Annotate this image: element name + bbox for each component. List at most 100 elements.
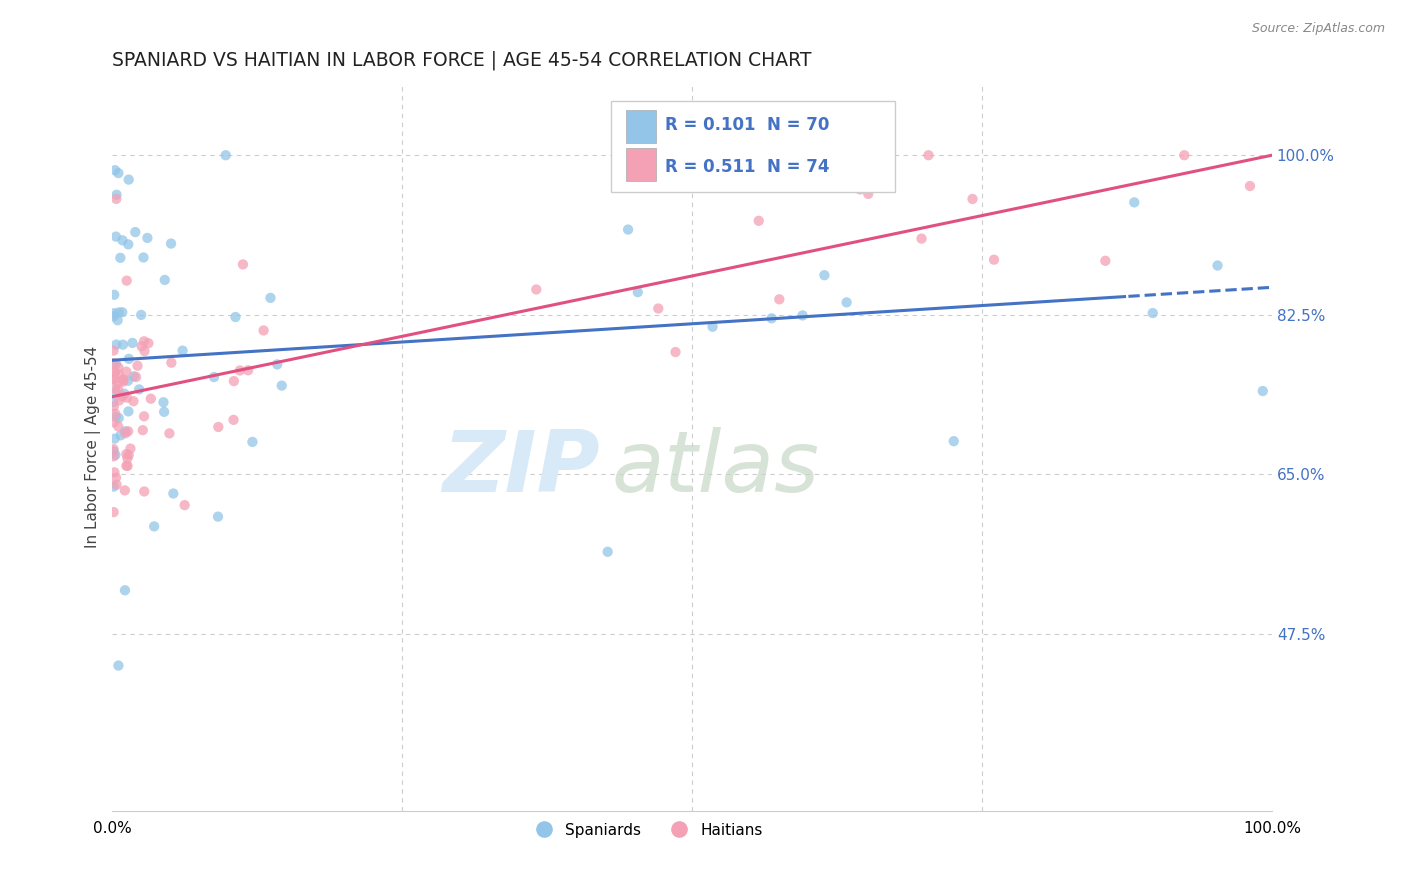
Point — [118, 448, 141, 462]
Text: ZIP: ZIP — [441, 427, 599, 510]
Point — [207, 509, 229, 524]
Point — [114, 426, 136, 441]
Point — [115, 447, 138, 461]
Point — [104, 448, 127, 462]
Point — [104, 365, 127, 379]
Text: atlas: atlas — [612, 427, 818, 510]
Point — [112, 375, 135, 389]
Point — [270, 378, 292, 392]
FancyBboxPatch shape — [612, 101, 896, 192]
Point — [111, 233, 134, 247]
Point — [983, 252, 1005, 267]
Point — [132, 251, 155, 265]
Point — [107, 658, 129, 673]
Point — [761, 311, 783, 326]
Point — [121, 335, 143, 350]
Point — [115, 391, 138, 405]
Point — [107, 411, 129, 425]
Point — [143, 519, 166, 533]
Point — [627, 285, 650, 300]
Point — [107, 313, 129, 327]
Point — [104, 432, 127, 446]
Point — [259, 291, 281, 305]
Point — [127, 359, 149, 373]
Point — [702, 319, 724, 334]
Point — [129, 308, 152, 322]
Point — [157, 426, 180, 441]
Point — [849, 182, 872, 196]
Point — [124, 225, 146, 239]
Point — [835, 295, 858, 310]
Point — [1206, 259, 1229, 273]
Point — [1094, 253, 1116, 268]
Point — [617, 222, 640, 236]
Point — [111, 337, 134, 351]
Point — [139, 392, 162, 406]
Point — [748, 214, 770, 228]
Point — [107, 166, 129, 180]
Point — [114, 583, 136, 598]
Point — [117, 404, 139, 418]
Point — [1173, 148, 1195, 162]
Point — [1123, 195, 1146, 210]
Point — [103, 343, 125, 358]
Point — [118, 172, 141, 186]
Point — [105, 187, 128, 202]
Point — [103, 306, 125, 320]
Point — [118, 351, 141, 366]
Point — [207, 420, 229, 434]
Point — [104, 163, 127, 178]
Point — [103, 287, 125, 301]
Point — [104, 229, 127, 244]
Point — [104, 409, 127, 424]
Point — [107, 376, 129, 391]
Point — [117, 458, 139, 473]
Point — [103, 395, 125, 409]
Point — [122, 394, 145, 409]
Point — [152, 395, 174, 409]
Text: R = 0.101  N = 70: R = 0.101 N = 70 — [665, 116, 830, 134]
Point — [222, 413, 245, 427]
Point — [104, 470, 127, 484]
Point — [107, 368, 129, 382]
Point — [117, 424, 139, 438]
Point — [104, 357, 127, 371]
Point — [111, 305, 134, 319]
Point — [858, 186, 880, 201]
Point — [117, 237, 139, 252]
Point — [128, 383, 150, 397]
Point — [114, 424, 136, 438]
Point — [232, 257, 254, 271]
Point — [120, 442, 142, 456]
Point — [125, 370, 148, 384]
Point — [103, 505, 125, 519]
Point — [138, 336, 160, 351]
Point — [103, 400, 125, 414]
Point — [103, 480, 125, 494]
Point — [105, 477, 128, 491]
Point — [160, 356, 183, 370]
Y-axis label: In Labor Force | Age 45-54: In Labor Force | Age 45-54 — [86, 345, 101, 548]
Point — [132, 409, 155, 424]
Point — [153, 273, 176, 287]
Point — [115, 458, 138, 473]
FancyBboxPatch shape — [626, 148, 657, 181]
Point — [110, 428, 132, 442]
Point — [112, 373, 135, 387]
Point — [1142, 306, 1164, 320]
Point — [917, 148, 939, 162]
Point — [107, 360, 129, 375]
Point — [104, 385, 127, 400]
Point — [114, 483, 136, 498]
Point — [664, 178, 686, 192]
Text: SPANIARD VS HAITIAN IN LABOR FORCE | AGE 45-54 CORRELATION CHART: SPANIARD VS HAITIAN IN LABOR FORCE | AGE… — [112, 51, 811, 70]
Point — [103, 356, 125, 370]
Point — [108, 393, 131, 408]
Point — [105, 337, 128, 351]
Point — [962, 192, 984, 206]
Point — [115, 365, 138, 379]
Point — [115, 274, 138, 288]
Point — [153, 405, 176, 419]
Point — [112, 386, 135, 401]
Point — [242, 434, 264, 449]
